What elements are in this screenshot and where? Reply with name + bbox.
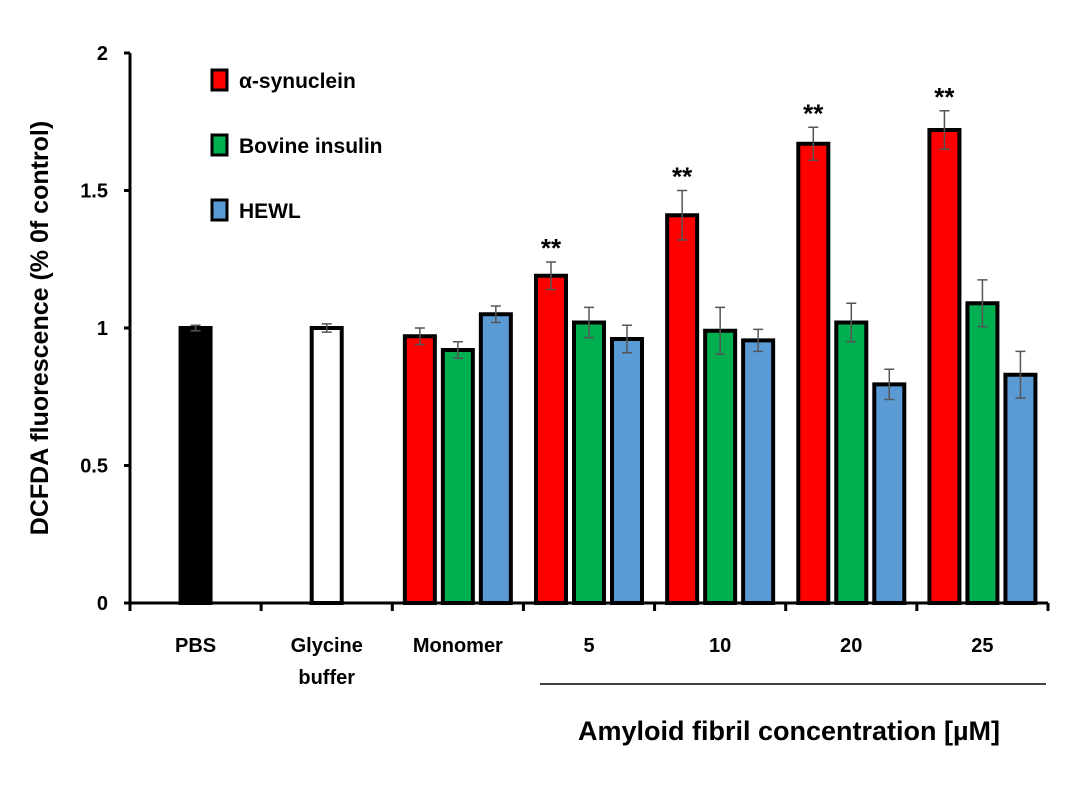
- legend-label: α-synuclein: [239, 70, 356, 93]
- legend-label: HEWL: [239, 200, 301, 223]
- bar: [796, 141, 831, 605]
- significance-marker: **: [672, 162, 693, 192]
- x-axis-label: Amyloid fibril concentration [µM]: [578, 716, 1000, 746]
- y-tick-label: 0: [97, 593, 108, 615]
- category-label: buffer: [298, 667, 355, 689]
- bar: [610, 337, 644, 605]
- bar: [178, 326, 213, 605]
- category-label: Glycine: [291, 635, 363, 657]
- significance-marker: **: [934, 82, 955, 112]
- category-label: Monomer: [413, 635, 503, 657]
- bar: [965, 301, 1000, 605]
- x-axis: [128, 601, 1050, 611]
- y-tick-label: 1: [97, 318, 108, 340]
- category-label: 10: [709, 635, 731, 657]
- category-labels: PBS Glycine buffer Monomer 5 10 20 25: [175, 635, 994, 689]
- y-tick-label: 1.5: [80, 181, 108, 203]
- bar: [572, 320, 606, 605]
- y-axis-label: DCFDA fluorescence (% 0f control): [26, 121, 54, 535]
- y-tick-label: 2: [97, 43, 108, 65]
- category-label: 20: [840, 635, 862, 657]
- bars-layer: ** ** ** **: [178, 82, 1038, 605]
- bar: [665, 213, 700, 605]
- bar: [927, 128, 962, 605]
- significance-marker: **: [803, 98, 824, 128]
- category-label: 25: [971, 635, 993, 657]
- legend: α-synuclein Bovine insulin HEWL: [210, 68, 383, 223]
- bar: [440, 348, 475, 605]
- bar: [872, 382, 907, 605]
- legend-swatch: [210, 198, 229, 222]
- significance-marker: **: [541, 233, 562, 263]
- bar: [834, 320, 869, 605]
- bar: [478, 312, 513, 605]
- y-axis: 0 0.5 1 1.5 2: [80, 43, 132, 615]
- category-label: PBS: [175, 635, 216, 657]
- bar: [402, 334, 437, 605]
- category-label: 5: [583, 635, 594, 657]
- bar: [534, 273, 568, 605]
- y-tick-label: 0.5: [80, 456, 108, 478]
- legend-swatch: [210, 133, 229, 157]
- legend-swatch: [210, 68, 229, 92]
- bar: [703, 328, 738, 605]
- legend-label: Bovine insulin: [239, 135, 383, 158]
- bar: [741, 338, 776, 605]
- bar: [1003, 372, 1038, 605]
- bar: [309, 326, 344, 605]
